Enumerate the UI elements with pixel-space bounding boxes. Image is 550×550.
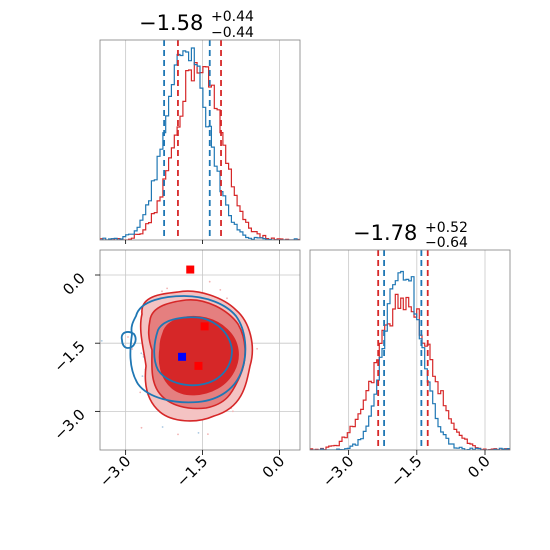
- histogram-title-lower: −0.44: [211, 25, 254, 41]
- x-tick-label: 0.0: [259, 452, 289, 482]
- sample-point: [208, 280, 211, 283]
- histogram-red-series: [100, 62, 300, 240]
- histogram-frame: [99, 39, 301, 241]
- histogram-panel-param1: −1.58 +0.44 −0.44: [99, 9, 301, 244]
- sample-point: [226, 297, 228, 300]
- y-tick-label: −3.0: [50, 405, 88, 443]
- sample-point: [100, 340, 103, 342]
- histogram-title: −1.78: [353, 221, 417, 245]
- histogram-panel-param2: −1.78 +0.52 −0.64 −3.0 −1.5 0.0: [309, 220, 511, 491]
- red-marker: [200, 322, 209, 331]
- x-tick-label: −1.5: [387, 452, 425, 490]
- blue-contour-outer: [129, 295, 247, 404]
- sample-point: [140, 352, 143, 355]
- contour-frame: [99, 249, 301, 451]
- histogram-title-upper: +0.44: [211, 9, 254, 25]
- histogram-title: −1.58: [139, 11, 203, 35]
- sample-point: [161, 290, 163, 293]
- histogram-title-upper: +0.52: [425, 220, 468, 236]
- y-tick-label: 0.0: [59, 269, 89, 299]
- red-marker: [186, 265, 195, 274]
- sample-point: [256, 347, 258, 350]
- x-tick-label: −1.5: [173, 452, 211, 490]
- sample-point: [140, 426, 143, 429]
- sample-point: [141, 375, 144, 377]
- sample-point: [131, 348, 134, 350]
- sample-point: [139, 391, 142, 394]
- x-tick-label: −3.0: [319, 452, 357, 490]
- sample-point: [197, 432, 200, 434]
- sample-point: [232, 410, 234, 413]
- histogram-title-lower: −0.64: [425, 235, 468, 251]
- red-contour-inner-fill: [158, 315, 239, 396]
- blue-contour-inner: [153, 316, 233, 387]
- histogram-blue-series: [310, 270, 510, 450]
- blue-marker: [178, 352, 187, 361]
- sample-point: [219, 289, 222, 291]
- sample-point: [161, 426, 164, 428]
- x-tick-label: 0.0: [464, 452, 494, 482]
- y-tick-label: −1.5: [50, 337, 88, 375]
- sample-point: [207, 433, 209, 435]
- histogram-blue-series: [100, 47, 300, 240]
- sample-point: [177, 433, 179, 436]
- blue-contour-tail: [120, 331, 137, 349]
- contour-panel: −3.0 −1.5 0.0 0.0 −1.5 −3.0: [50, 249, 301, 491]
- sample-point: [166, 287, 169, 290]
- histogram-red-series: [310, 293, 510, 450]
- x-tick-label: −3.0: [96, 452, 134, 490]
- sample-point: [127, 336, 129, 338]
- red-marker: [194, 361, 203, 370]
- histogram-frame: [309, 249, 511, 451]
